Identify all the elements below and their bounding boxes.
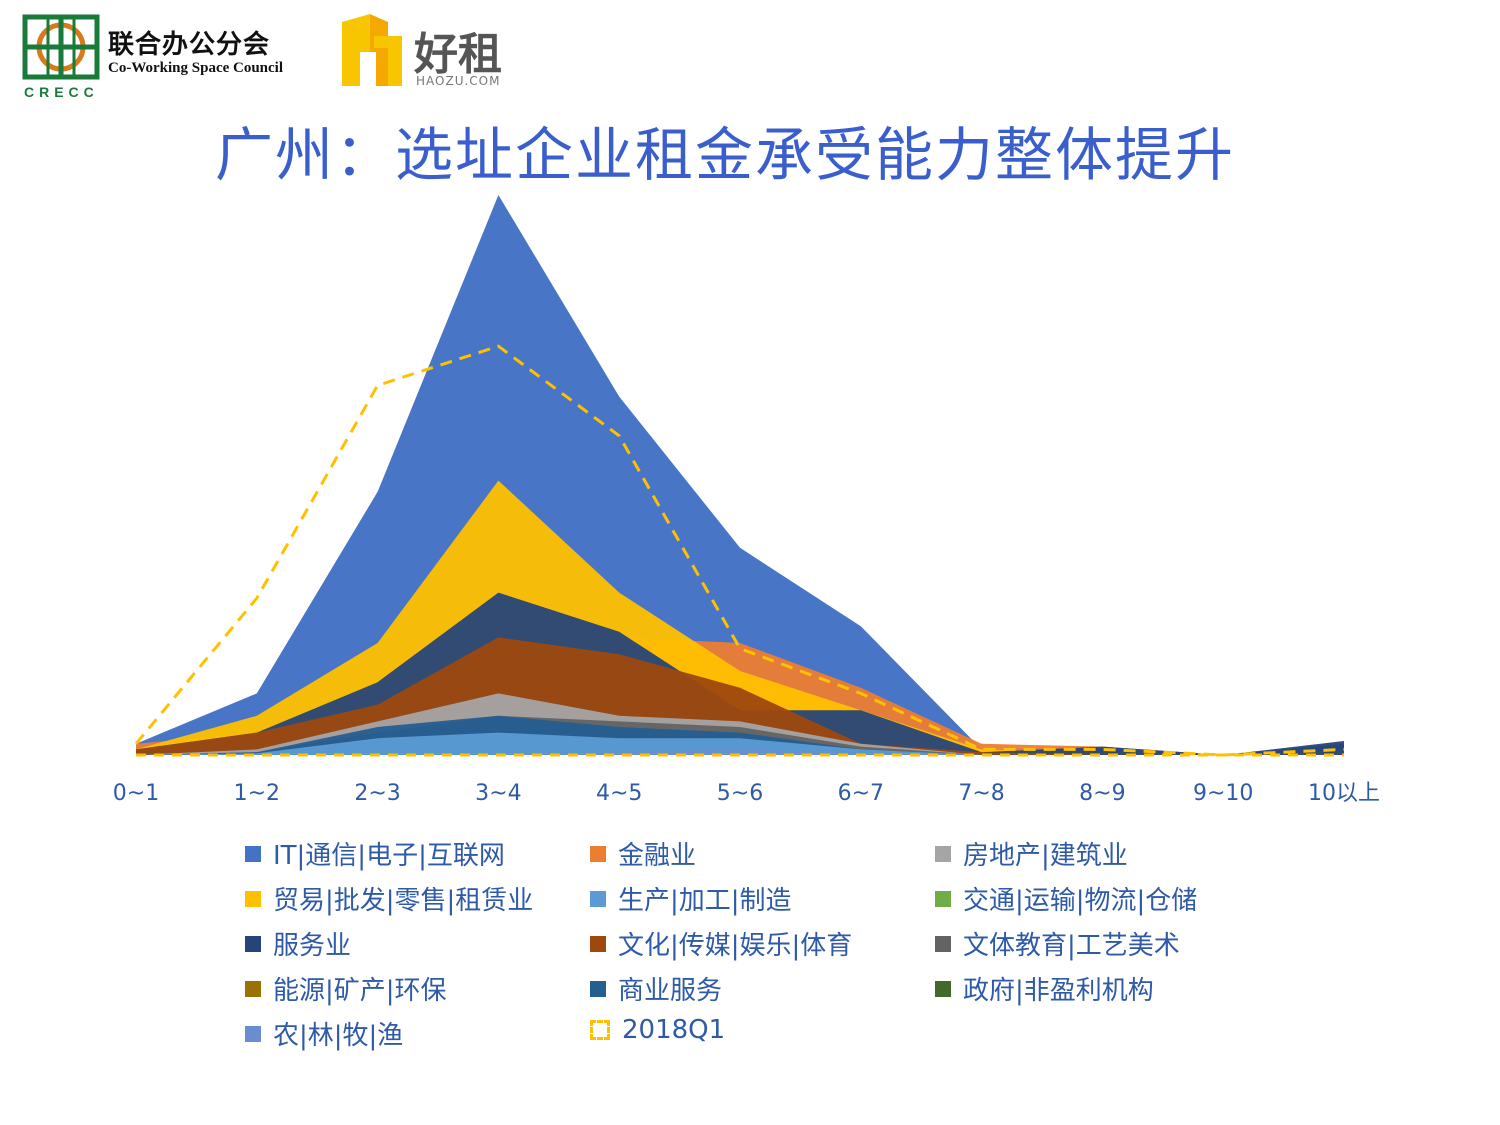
x-tick-label: 9~10: [1193, 781, 1253, 806]
haozu-building-icon: [342, 14, 402, 86]
haozu-name-cn: 好租: [414, 29, 502, 80]
legend-label: 商业服务: [618, 976, 723, 1006]
legend-label: 农|林|牧|渔: [273, 1021, 404, 1051]
legend-item: 金融业: [590, 835, 696, 872]
legend-item: 房地产|建筑业: [935, 835, 1128, 872]
legend-label: 文化|传媒|娱乐|体育: [618, 931, 853, 961]
legend-swatch: [590, 845, 606, 862]
legend-swatch: [245, 1025, 261, 1042]
legend-label: IT|通信|电子|互联网: [273, 841, 505, 871]
crecc-emblem-icon: [22, 14, 100, 80]
legend-swatch: [245, 980, 261, 997]
legend-label: 房地产|建筑业: [963, 841, 1128, 871]
haozu-name-en: HAOZU.COM: [416, 74, 501, 88]
x-tick-label: 10以上: [1308, 781, 1380, 806]
legend-label: 服务业: [273, 931, 352, 961]
chart-areas: [136, 195, 1344, 755]
legend-swatch: [935, 890, 951, 907]
legend-label: 文体教育|工艺美术: [963, 931, 1180, 961]
crecc-abbr: CRECC: [24, 84, 99, 100]
legend-swatch: [935, 980, 951, 997]
x-tick-label: 4~5: [596, 781, 642, 806]
crecc-name-en: Co-Working Space Council: [108, 60, 284, 76]
legend-swatch: [590, 980, 606, 997]
legend-label: 金融业: [618, 841, 697, 871]
legend-swatch: [245, 845, 261, 862]
area-chart: 0~1 1~2 2~3 3~4 4~5 5~6 6~7 7~8 8~9 9~10 10以上: [113, 195, 1380, 806]
area-series-12: [136, 749, 1344, 755]
legend-item: 2018Q1: [590, 1015, 725, 1045]
x-tick-label: 5~6: [717, 781, 763, 806]
legend-label: 贸易|批发|零售|租赁业: [273, 886, 534, 916]
legend-item: 交通|运输|物流|仓储: [935, 880, 1197, 917]
x-tick-label: 2~3: [354, 781, 400, 806]
legend-item: 文体教育|工艺美术: [935, 925, 1180, 962]
legend-item: 贸易|批发|零售|租赁业: [245, 880, 533, 917]
chart-dashed-line: [134, 344, 1345, 757]
legend-swatch: [935, 845, 951, 862]
crecc-logo: 联合办公分会 Co-Working Space Council CRECC: [22, 14, 322, 104]
legend-swatch: [590, 1020, 610, 1040]
legend-item: 农|林|牧|渔: [245, 1015, 403, 1052]
legend-swatch: [935, 935, 951, 952]
x-tick-label: 6~7: [838, 781, 884, 806]
x-tick-label: 7~8: [958, 781, 1004, 806]
x-axis-ticks: 0~1 1~2 2~3 3~4 4~5 5~6 6~7 7~8 8~9 9~10 10以上: [113, 781, 1380, 806]
x-tick-label: 1~2: [234, 781, 280, 806]
legend-swatch: [245, 890, 261, 907]
x-tick-label: 0~1: [113, 781, 159, 806]
legend-swatch: [245, 935, 261, 952]
legend-item: 能源|矿产|环保: [245, 970, 447, 1007]
legend-label: 生产|加工|制造: [618, 886, 792, 916]
legend-item: 商业服务: [590, 970, 722, 1007]
legend-item: 文化|传媒|娱乐|体育: [590, 925, 852, 962]
legend-item: 服务业: [245, 925, 351, 962]
legend-item: IT|通信|电子|互联网: [245, 835, 505, 872]
legend-item: 生产|加工|制造: [590, 880, 792, 917]
legend-swatch: [590, 890, 606, 907]
legend-label: 能源|矿产|环保: [273, 976, 447, 1006]
legend-swatch: [590, 935, 606, 952]
legend-label: 政府|非盈利机构: [963, 976, 1154, 1006]
legend-item: 政府|非盈利机构: [935, 970, 1154, 1007]
page-title: 广州：选址企业租金承受能力整体提升: [215, 121, 1236, 189]
crecc-name-cn: 联合办公分会: [108, 30, 271, 60]
haozu-logo: 好租 HAOZU.COM: [340, 12, 540, 92]
x-tick-label: 3~4: [475, 781, 521, 806]
legend-label: 交通|运输|物流|仓储: [963, 886, 1198, 916]
area-series-8: [136, 732, 1344, 755]
x-tick-label: 8~9: [1079, 781, 1125, 806]
legend-label: 2018Q1: [622, 1015, 726, 1045]
